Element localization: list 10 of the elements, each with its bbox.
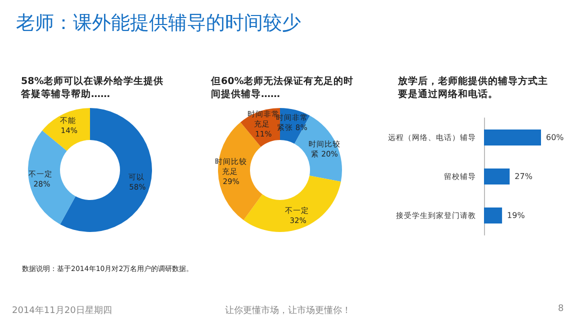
data-label: 60% xyxy=(546,133,564,142)
data-label: 27% xyxy=(514,172,533,181)
text: 老师：课外能提供辅导的时间较少 xyxy=(16,11,301,36)
chart-title: 但60%老师无法保证有充足的时间提供辅导…… xyxy=(210,75,354,100)
text: 8 xyxy=(558,304,564,314)
data-label: 19% xyxy=(507,211,526,220)
chart-title: 放学后，老师能提供的辅导方式主要是通过网络和电话。 xyxy=(397,75,548,100)
text: 让你更懂市场，让市场更懂你！ xyxy=(225,304,351,317)
chart-title: 58%老师可以在课外给学生提供答疑等辅导帮助…… xyxy=(20,75,164,100)
text: 2014年11月20日星期四 xyxy=(12,304,112,317)
